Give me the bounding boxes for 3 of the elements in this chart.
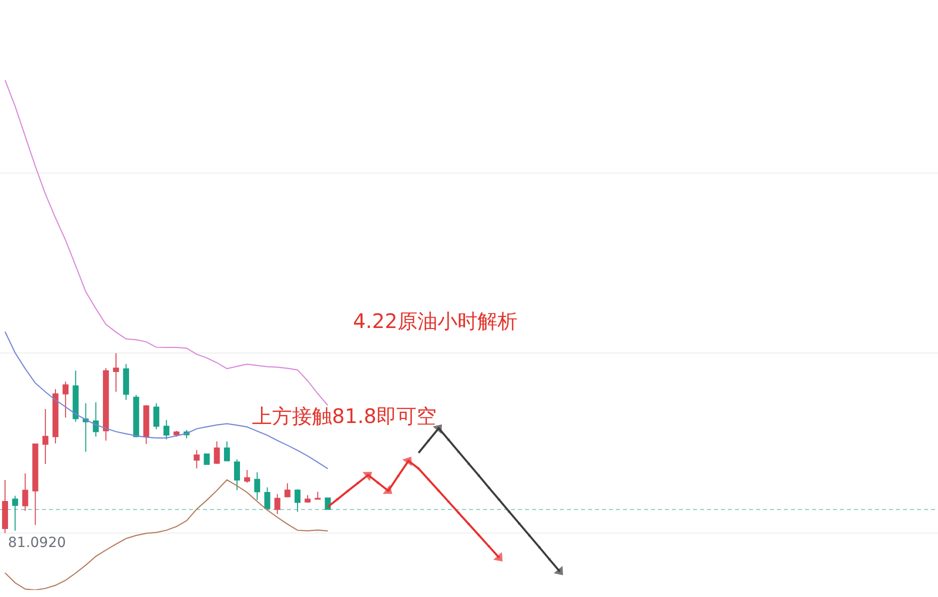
annotation: 上方接触81.8即可空 — [252, 404, 437, 428]
text: 81.0920 — [8, 535, 66, 551]
chart-title: 4.22原油小时解析 — [352, 309, 518, 334]
